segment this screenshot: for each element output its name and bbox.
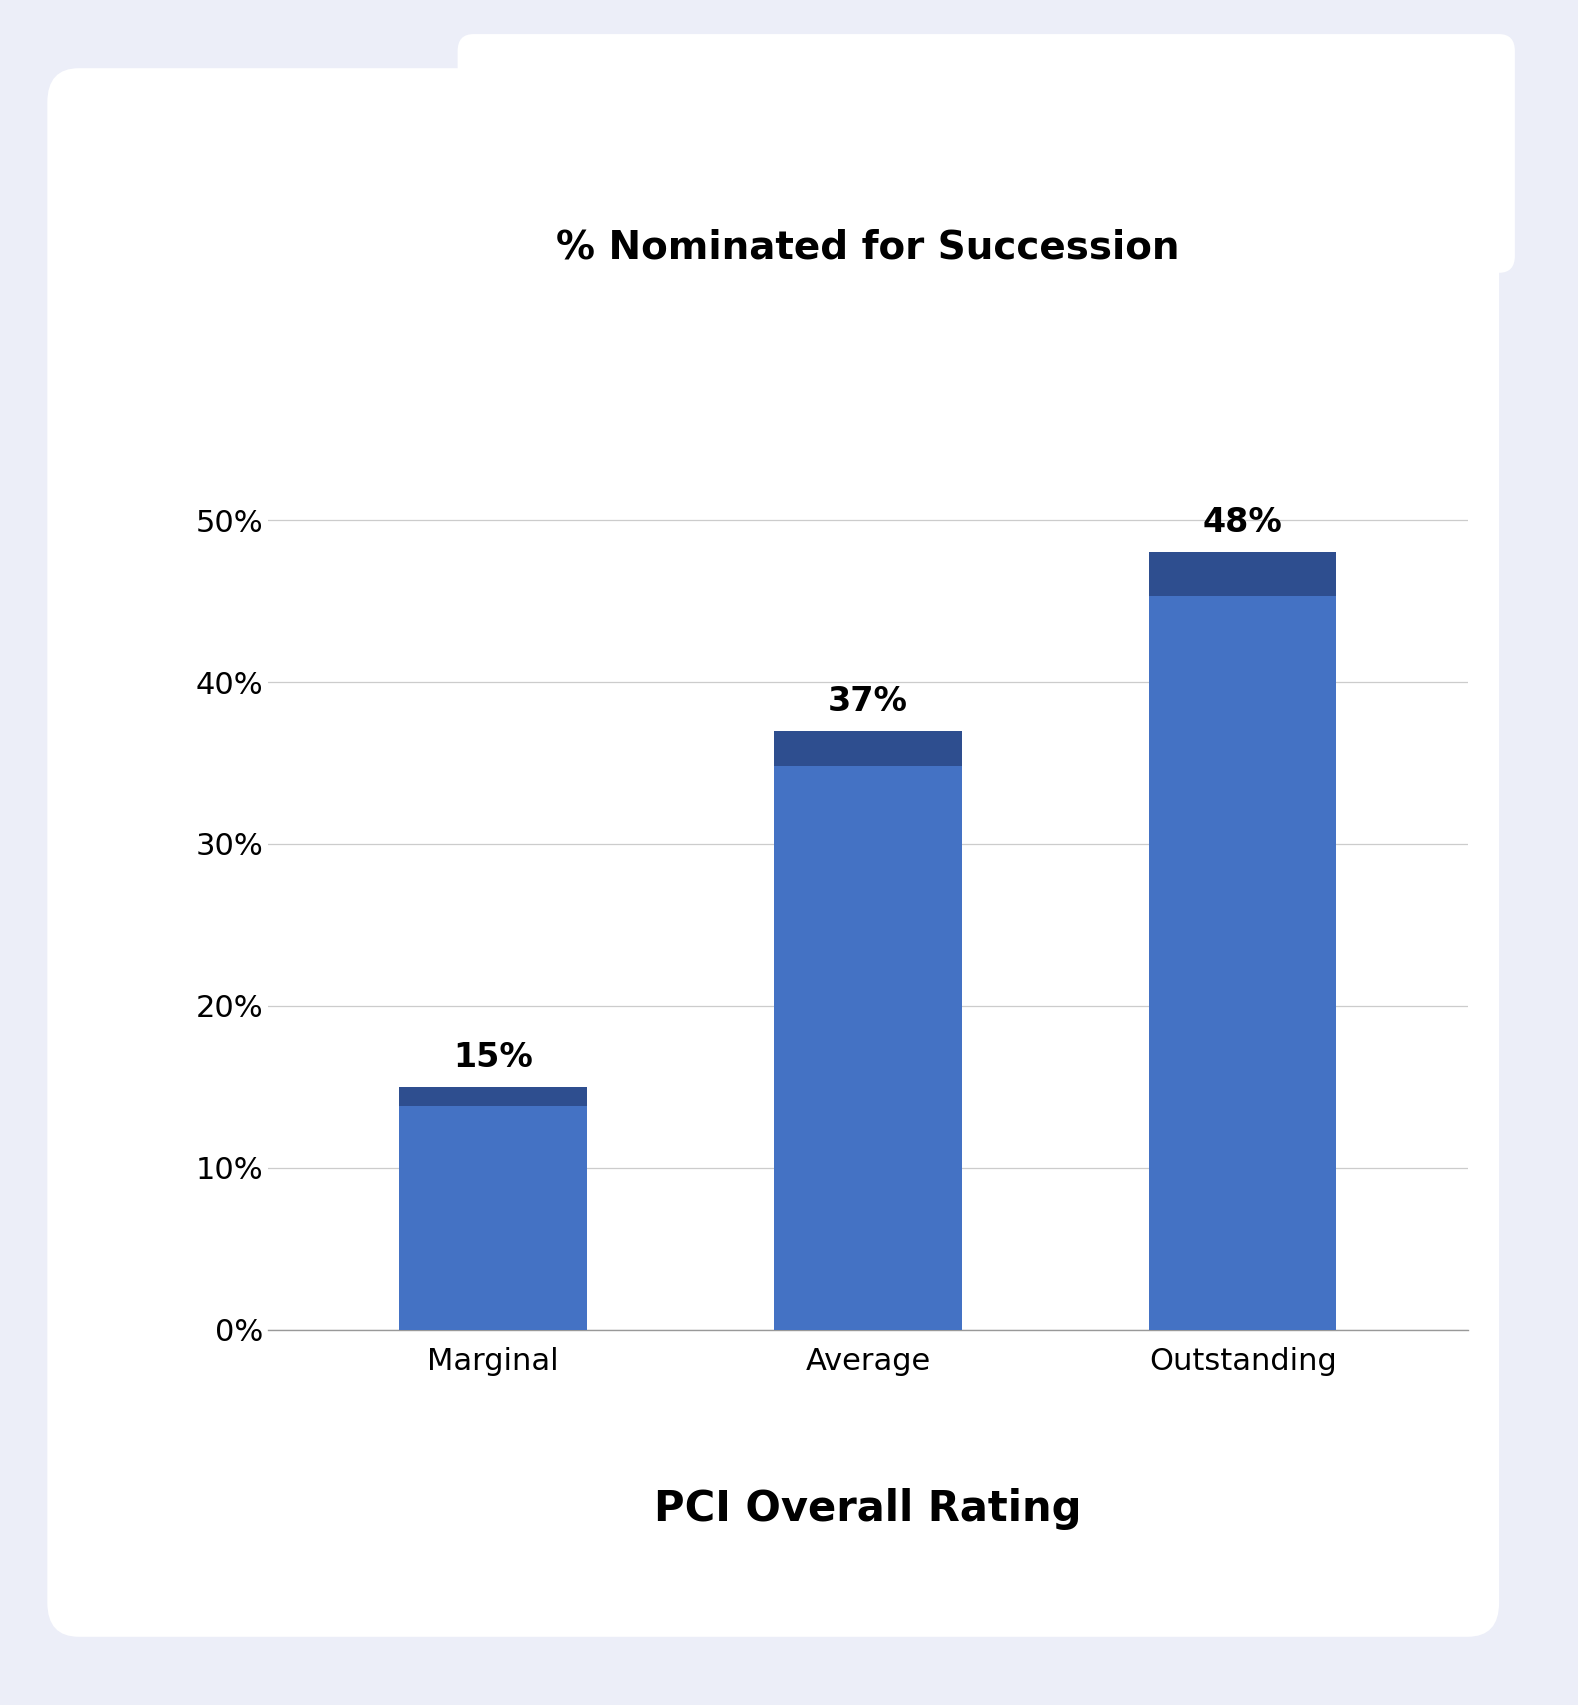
Bar xyxy=(775,731,961,1330)
Text: 37%: 37% xyxy=(828,685,907,718)
Text: PCI Overall Rating: PCI Overall Rating xyxy=(655,1488,1081,1529)
Text: 15%: 15% xyxy=(453,1042,533,1074)
FancyBboxPatch shape xyxy=(47,68,1499,1637)
Bar xyxy=(775,731,961,766)
Text: % Nominated for Succession: % Nominated for Succession xyxy=(555,228,1180,266)
Bar xyxy=(1149,552,1337,595)
Bar xyxy=(1149,552,1337,1330)
Text: 48%: 48% xyxy=(1202,506,1283,539)
Bar xyxy=(399,1088,587,1107)
Bar xyxy=(399,1088,587,1330)
FancyBboxPatch shape xyxy=(458,34,1515,273)
